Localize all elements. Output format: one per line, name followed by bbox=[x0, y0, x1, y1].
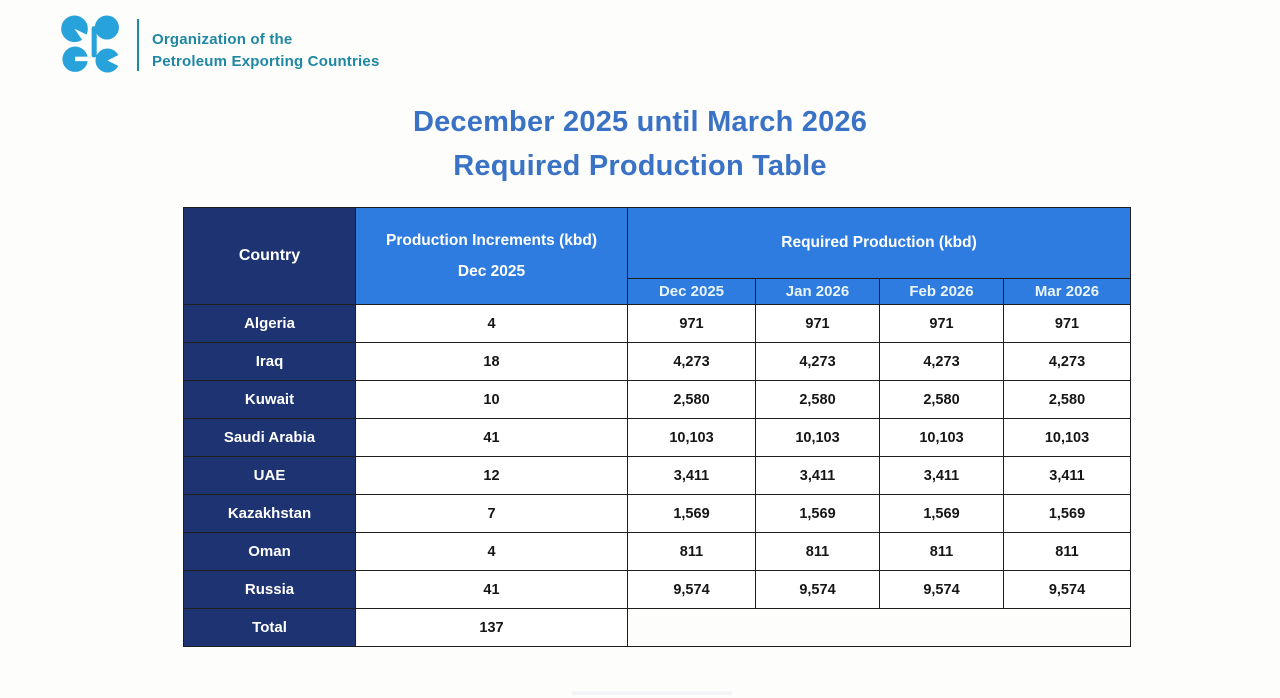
header-increments-line1: Production Increments (kbd) bbox=[386, 231, 597, 249]
footer-artifact bbox=[572, 691, 732, 695]
page-title-line2: Required Production Table bbox=[453, 149, 827, 182]
increment-cell: 7 bbox=[355, 494, 628, 533]
required-cell: 811 bbox=[1003, 532, 1131, 571]
required-cell: 9,574 bbox=[879, 570, 1004, 609]
required-cell: 4,273 bbox=[755, 342, 880, 381]
required-cell: 3,411 bbox=[755, 456, 880, 495]
opec-logo: Organization of the Petroleum Exporting … bbox=[58, 12, 380, 76]
org-name: Organization of the Petroleum Exporting … bbox=[152, 29, 380, 73]
header-increments-line2: Dec 2025 bbox=[457, 262, 526, 280]
table-row: UAE 12 3,411 3,411 3,411 3,411 bbox=[183, 456, 1131, 495]
header-month-mar: Mar 2026 bbox=[1003, 278, 1131, 305]
total-increment-cell: 137 bbox=[355, 608, 628, 647]
required-cell: 971 bbox=[627, 304, 756, 343]
total-row: Total 137 bbox=[183, 608, 1131, 647]
increment-cell: 10 bbox=[355, 380, 628, 419]
org-name-line2: Petroleum Exporting Countries bbox=[152, 53, 380, 70]
total-label-cell: Total bbox=[183, 608, 356, 647]
header-month-feb: Feb 2026 bbox=[879, 278, 1004, 305]
required-cell: 10,103 bbox=[755, 418, 880, 457]
header-country: Country bbox=[183, 207, 356, 305]
header-row-1: Country Production Increments (kbd) Dec … bbox=[183, 207, 1131, 305]
country-cell: Kuwait bbox=[183, 380, 356, 419]
increment-cell: 4 bbox=[355, 532, 628, 571]
required-cell: 971 bbox=[879, 304, 1004, 343]
table-row: Iraq 18 4,273 4,273 4,273 4,273 bbox=[183, 342, 1131, 381]
increment-cell: 41 bbox=[355, 418, 628, 457]
page-title-line1: December 2025 until March 2026 bbox=[412, 106, 868, 138]
required-cell: 3,411 bbox=[879, 456, 1004, 495]
required-cell: 811 bbox=[627, 532, 756, 571]
table-row: Kuwait 10 2,580 2,580 2,580 2,580 bbox=[183, 380, 1131, 419]
increment-cell: 18 bbox=[355, 342, 628, 381]
increment-cell: 12 bbox=[355, 456, 628, 495]
required-cell: 811 bbox=[879, 532, 1004, 571]
required-cell: 1,569 bbox=[1003, 494, 1131, 533]
table-row: Oman 4 811 811 811 811 bbox=[183, 532, 1131, 571]
country-cell: Oman bbox=[183, 532, 356, 571]
required-cell: 3,411 bbox=[1003, 456, 1131, 495]
required-cell: 3,411 bbox=[627, 456, 756, 495]
required-cell: 2,580 bbox=[627, 380, 756, 419]
header-month-jan: Jan 2026 bbox=[755, 278, 880, 305]
table-row: Saudi Arabia 41 10,103 10,103 10,103 10,… bbox=[183, 418, 1131, 457]
required-cell: 4,273 bbox=[627, 342, 756, 381]
required-cell: 10,103 bbox=[627, 418, 756, 457]
country-cell: Algeria bbox=[183, 304, 356, 343]
required-cell: 1,569 bbox=[755, 494, 880, 533]
page-title: December 2025 until March 2026 Required … bbox=[0, 101, 1280, 188]
table-row: Russia 41 9,574 9,574 9,574 9,574 bbox=[183, 570, 1131, 609]
production-table: Country Production Increments (kbd) Dec … bbox=[183, 207, 1131, 647]
empty-region bbox=[627, 608, 1131, 647]
required-cell: 2,580 bbox=[755, 380, 880, 419]
table-row: Kazakhstan 7 1,569 1,569 1,569 1,569 bbox=[183, 494, 1131, 533]
required-cell: 9,574 bbox=[627, 570, 756, 609]
country-cell: Kazakhstan bbox=[183, 494, 356, 533]
country-cell: Iraq bbox=[183, 342, 356, 381]
country-cell: Saudi Arabia bbox=[183, 418, 356, 457]
table-row: Algeria 4 971 971 971 971 bbox=[183, 304, 1131, 343]
header-increments: Production Increments (kbd) Dec 2025 bbox=[355, 207, 628, 305]
country-cell: UAE bbox=[183, 456, 356, 495]
required-cell: 10,103 bbox=[879, 418, 1004, 457]
org-name-line1: Organization of the bbox=[152, 31, 293, 49]
header-month-dec: Dec 2025 bbox=[627, 278, 756, 305]
required-cell: 4,273 bbox=[1003, 342, 1131, 381]
required-cell: 9,574 bbox=[755, 570, 880, 609]
logo-divider bbox=[137, 19, 139, 71]
required-cell: 2,580 bbox=[879, 380, 1004, 419]
increment-cell: 41 bbox=[355, 570, 628, 609]
required-cell: 971 bbox=[755, 304, 880, 343]
required-cell: 4,273 bbox=[879, 342, 1004, 381]
required-cell: 2,580 bbox=[1003, 380, 1131, 419]
country-cell: Russia bbox=[183, 570, 356, 609]
required-cell: 1,569 bbox=[879, 494, 1004, 533]
required-cell: 1,569 bbox=[627, 494, 756, 533]
required-cell: 971 bbox=[1003, 304, 1131, 343]
required-cell: 9,574 bbox=[1003, 570, 1131, 609]
required-cell: 10,103 bbox=[1003, 418, 1131, 457]
header-required: Required Production (kbd) bbox=[627, 207, 1131, 279]
opec-emblem-icon bbox=[61, 15, 122, 73]
increment-cell: 4 bbox=[355, 304, 628, 343]
required-cell: 811 bbox=[755, 532, 880, 571]
